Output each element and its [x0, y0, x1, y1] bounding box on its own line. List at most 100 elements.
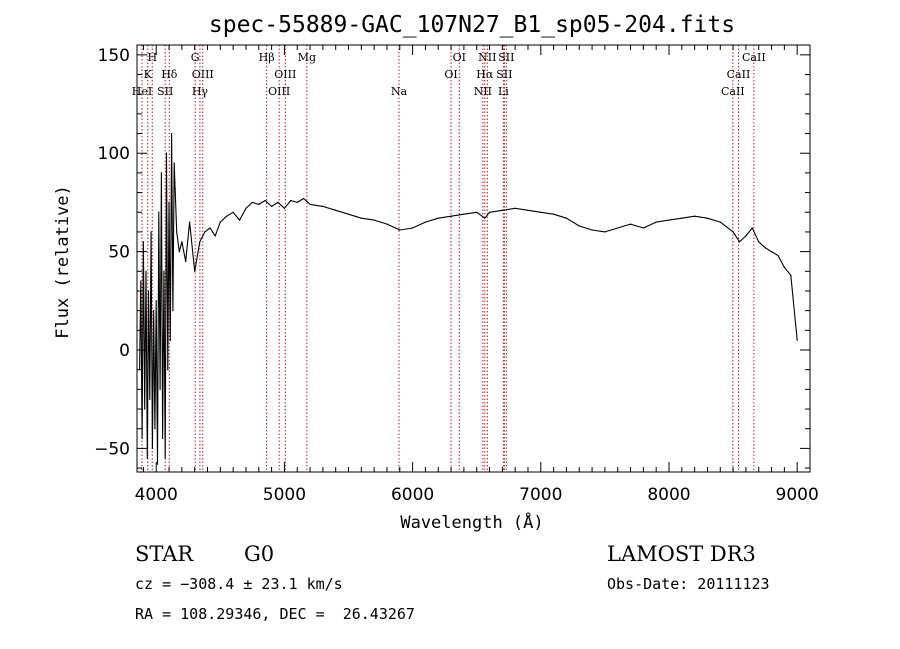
spectrum-point	[373, 219, 375, 221]
spectrum-point	[617, 227, 619, 229]
spectrum-point	[155, 300, 157, 302]
spectrum-point	[149, 398, 151, 400]
spectrum-point	[732, 231, 734, 233]
coordinates: RA = 108.29346, DEC = 26.43267	[135, 605, 415, 623]
spectrum-point	[412, 227, 414, 229]
spectral-line-markers	[141, 45, 755, 472]
x-tick-label: 7000	[519, 485, 562, 505]
spectrum-point	[527, 209, 529, 211]
spectrum-point	[147, 290, 150, 292]
spectral-line-label: Hα	[476, 68, 494, 81]
spectral-line-label: NII	[478, 51, 496, 64]
spectral-line-label: OIII	[192, 68, 214, 81]
spectrum-point	[296, 201, 298, 203]
spectrum-point	[168, 201, 170, 203]
spectrum-point	[796, 339, 798, 341]
spectrum-point	[347, 213, 350, 215]
y-axis-label: Flux (relative)	[53, 185, 73, 339]
spectrum-point	[706, 217, 709, 219]
spectrum-point	[194, 270, 196, 272]
chart-title: spec-55889-GAC_107N27_B1_sp05-204.fits	[209, 12, 735, 38]
x-axis-ticks: 4000 5000 6000 7000 8000 9000	[135, 45, 819, 505]
plot-frame	[136, 44, 811, 473]
x-tick-label: 8000	[647, 485, 690, 505]
spectrum-point	[189, 221, 191, 223]
spectrum-point	[158, 211, 160, 213]
x-axis-label: Wavelength (Å)	[400, 511, 543, 533]
spectrum-point	[172, 310, 174, 312]
spectrum-point	[204, 231, 206, 233]
spectral-line-label: SII	[496, 68, 512, 81]
spectrum-point	[668, 219, 670, 221]
spectrum-point	[140, 280, 142, 282]
spectrum-point	[151, 447, 153, 449]
spectrum-point	[642, 227, 645, 229]
spectral-line-label: SII	[498, 51, 514, 64]
spectral-line-label: Hδ	[161, 68, 178, 81]
spectral-line-labels: HeIKHSIIHδGHγOIIIHβOIIIOIIIMgNaOIOINIIHα…	[132, 51, 766, 98]
spectral-line-label: H	[147, 51, 157, 64]
spectrum-line	[139, 132, 798, 465]
spectrum-point	[178, 251, 180, 253]
spectrum-point	[209, 227, 211, 229]
spectrum-point	[239, 219, 241, 221]
spectral-line-label: OI	[453, 51, 466, 64]
spectrum-point	[164, 457, 166, 459]
spectrum-point	[173, 162, 175, 164]
spectrum-point	[150, 231, 152, 233]
survey-name: LAMOST DR3	[607, 542, 756, 566]
spectrum-point	[176, 231, 178, 233]
object-subclass: G0	[244, 542, 274, 566]
spectrum-point	[141, 437, 143, 440]
spectrum-point	[764, 247, 766, 249]
spectrum-point	[167, 369, 169, 371]
spectrum-point	[437, 217, 439, 219]
spectrum-point	[290, 199, 292, 202]
spectral-line-label: Mg	[298, 51, 316, 64]
spectrum-point	[553, 213, 555, 215]
spectral-line-label: Hβ	[259, 51, 275, 64]
spectrum-point	[185, 260, 187, 263]
spectrum-point	[335, 209, 337, 211]
spectrum-point	[214, 235, 216, 237]
spectrum-point	[463, 213, 465, 215]
spectrum-point	[745, 235, 747, 237]
spectral-line-label: Na	[391, 85, 408, 98]
spectrum-point	[484, 217, 486, 219]
spectrum-point	[777, 254, 779, 257]
spectrum-point	[160, 172, 162, 174]
spectral-line-label: HeI	[132, 85, 152, 98]
spectrum-point	[165, 152, 168, 154]
spectrum-point	[264, 199, 266, 202]
spectral-line-label: OI	[444, 68, 457, 81]
redshift-readout: cz = −308.4 ± 23.1 km/s	[135, 575, 343, 593]
spectral-line-label: Li	[498, 85, 509, 98]
spectrum-point	[199, 241, 201, 243]
spectral-line-label: CaII	[727, 68, 751, 81]
spectrum-point	[251, 201, 253, 203]
spectrum-point	[770, 251, 773, 253]
spectral-line-label: OIII	[274, 68, 296, 81]
spectrum-layer	[139, 132, 798, 465]
spectrum-point	[751, 227, 753, 229]
spectral-line-label: CaII	[721, 85, 745, 98]
spectral-line-label: OIII	[268, 85, 290, 98]
spectral-line-label: G	[191, 51, 200, 64]
spectrum-point	[386, 223, 388, 225]
spectrum-point	[181, 241, 183, 243]
spectrum-point	[245, 207, 247, 209]
spectrum-point	[258, 203, 260, 205]
spectral-line-label: CaII	[742, 51, 766, 64]
spectrum-point	[514, 207, 516, 209]
spectrum-point	[309, 203, 311, 205]
spectrum-point	[790, 274, 792, 276]
spectrum-point	[629, 223, 632, 225]
spectral-line-label: SII	[157, 85, 173, 98]
spectrum-point	[153, 310, 155, 312]
spectrum-point	[758, 241, 760, 243]
spectrum-point	[655, 221, 657, 223]
spectrum-point	[450, 215, 452, 217]
x-tick-label: 9000	[776, 485, 819, 505]
y-tick-label: 50	[108, 243, 130, 263]
spectrum-point	[156, 463, 159, 465]
